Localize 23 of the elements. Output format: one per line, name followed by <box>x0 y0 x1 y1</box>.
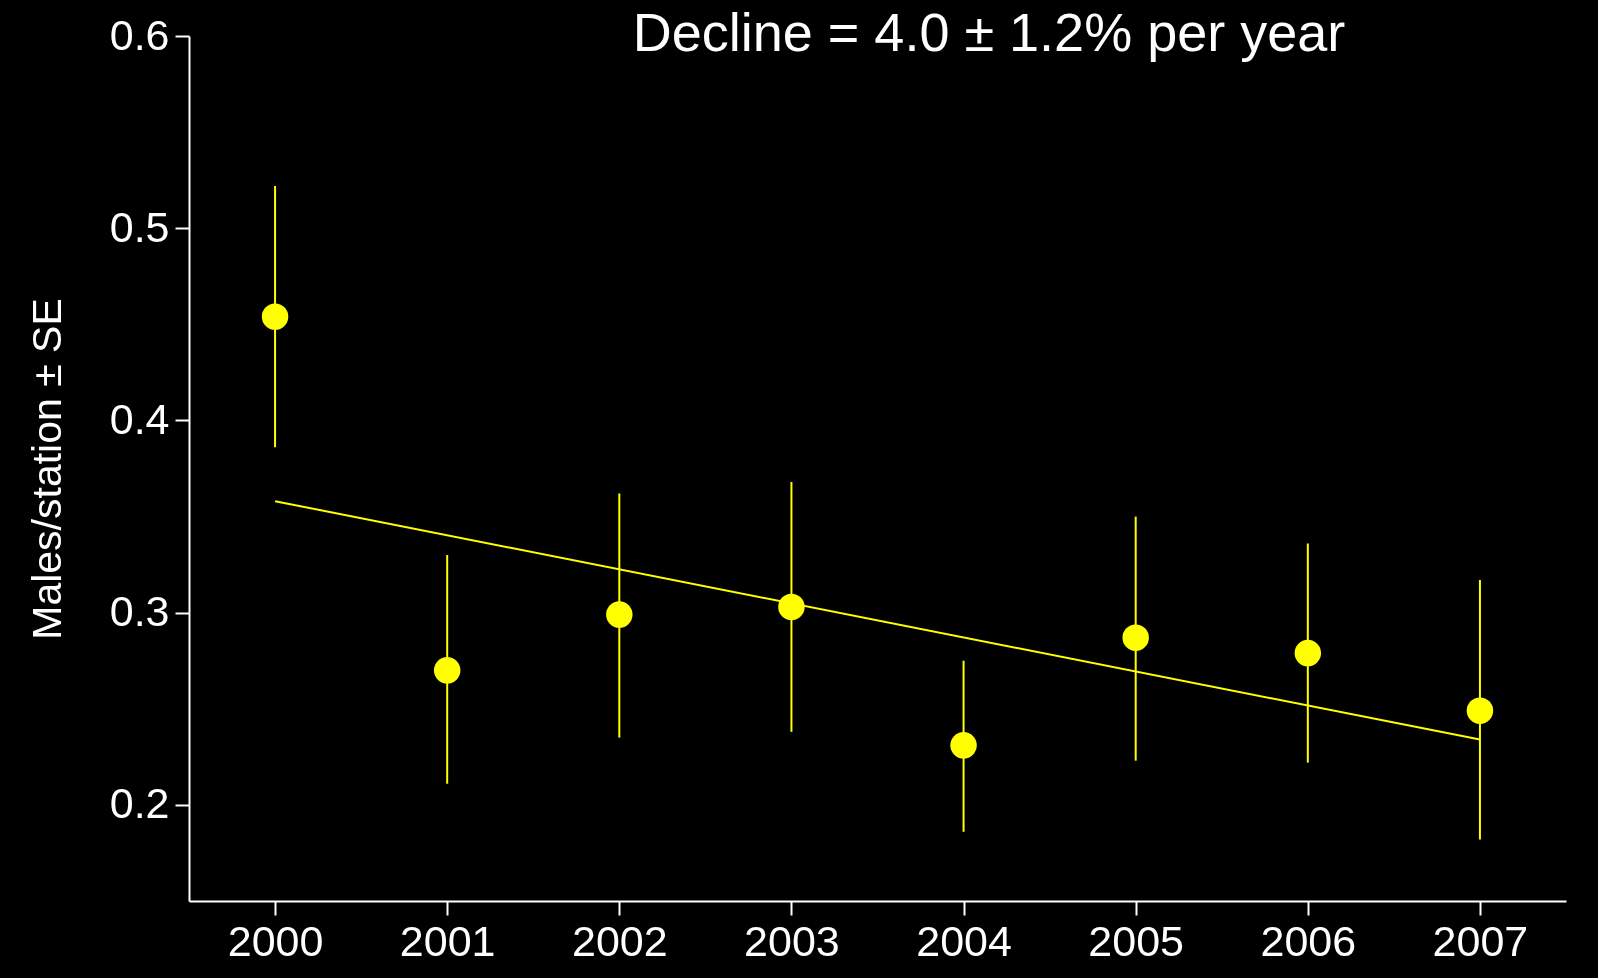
y-tick-label: 0.2 <box>109 779 170 828</box>
x-tick-label: 2000 <box>227 916 324 965</box>
x-tick-label: 2002 <box>571 916 668 965</box>
x-tick-label: 2006 <box>1260 916 1357 965</box>
y-tick-label: 0.6 <box>109 10 170 59</box>
point <box>1294 639 1322 667</box>
point <box>778 593 805 621</box>
x-tick-label: 2003 <box>744 916 840 965</box>
point <box>261 303 289 330</box>
x-tick-label: 2004 <box>916 916 1012 965</box>
point <box>433 657 461 684</box>
x-tick-label: 2005 <box>1088 916 1185 965</box>
x-tick-label: 2007 <box>1432 916 1529 965</box>
point <box>606 601 633 628</box>
x-tick-label: 2001 <box>399 916 496 965</box>
y-axis-title: Males/station ± SE <box>23 298 70 640</box>
y-tick-label: 0.3 <box>109 587 170 636</box>
point <box>950 732 977 759</box>
y-tick-label: 0.4 <box>109 394 170 443</box>
y-tick-label: 0.5 <box>109 202 170 251</box>
point <box>1122 624 1149 651</box>
annotation: Decline = 4.0 ± 1.2% per year <box>632 2 1346 62</box>
point <box>1466 697 1494 724</box>
